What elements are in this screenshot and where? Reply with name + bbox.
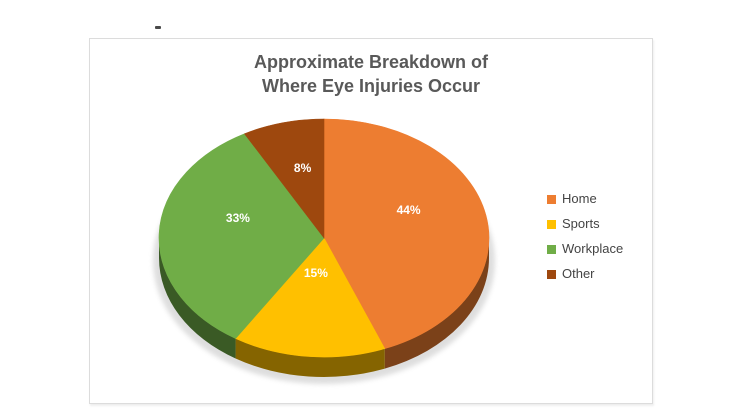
pie-slice-home [323,118,490,349]
legend-item-sports: Sports [547,216,623,232]
legend-swatch-other [547,269,556,279]
legend-swatch-sports [547,219,556,229]
legend-swatch-workplace [547,244,556,254]
chart-title: Approximate Breakdown of Where Eye Injur… [90,50,652,98]
chart-area: 44% 15% 33% 8% Approximate Breakdown of Whe… [89,38,653,404]
legend-swatch-home [547,194,556,204]
pie-wall-home [384,238,489,369]
pie-chart [153,118,495,384]
legend-item-other: Other [547,266,623,282]
chart-title-line2: Where Eye Injuries Occur [261,76,481,96]
pie-wall-sports [235,338,385,377]
legend-item-home: Home [547,191,623,207]
chart-title-line1: Approximate Breakdown of [253,52,489,72]
pie-slice-workplace [158,133,325,339]
pie-slice-sports [235,237,386,358]
stray-mark [155,26,161,29]
legend-item-workplace: Workplace [547,241,623,257]
legend-label-sports: Sports [562,216,600,231]
legend-label-other: Other [562,266,595,281]
legend: Home Sports Workplace Other [547,191,623,291]
pie-slice-other [244,118,325,239]
legend-label-workplace: Workplace [562,241,624,256]
legend-label-home: Home [562,191,597,206]
